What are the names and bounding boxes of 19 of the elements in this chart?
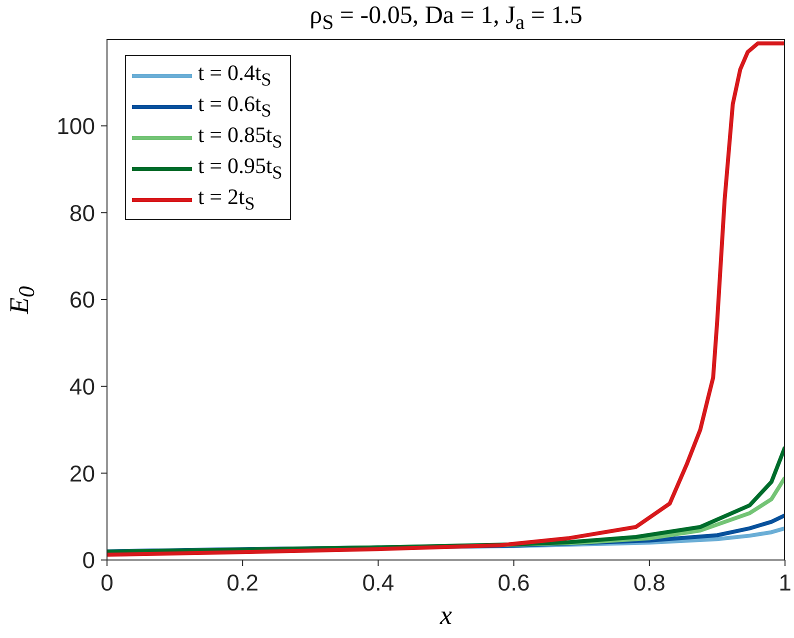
legend-label: t = 0.85t$_{S}$	[198, 122, 282, 153]
chart-title: ρ$_{S}$ = -0.05, Da = 1, J$_{a}$ = 1.5	[310, 2, 582, 34]
x-tick-label: 0	[100, 569, 114, 596]
y-tick-label: 40	[69, 374, 95, 400]
x-tick-label: 0.6	[498, 569, 530, 596]
y-tick-label: 100	[56, 113, 95, 139]
y-tick-label: 80	[69, 200, 95, 226]
legend-label: t = 0.6t$_{S}$	[198, 91, 272, 122]
y-tick-label: 0	[82, 547, 95, 574]
x-axis-title: x	[440, 600, 452, 630]
x-tick-label: 0.8	[633, 569, 666, 596]
legend-label: t = 2t$_{S}$	[198, 184, 255, 215]
y-tick-label: 60	[69, 286, 95, 313]
y-tick-label: 20	[69, 460, 95, 486]
x-tick-label: 1	[778, 569, 792, 596]
x-tick-label: 0.4	[362, 569, 394, 596]
legend-label: t = 0.95t$_{S}$	[198, 153, 282, 184]
legend-label: t = 0.4t$_{S}$	[198, 60, 272, 91]
x-tick-label: 0.2	[226, 569, 259, 596]
